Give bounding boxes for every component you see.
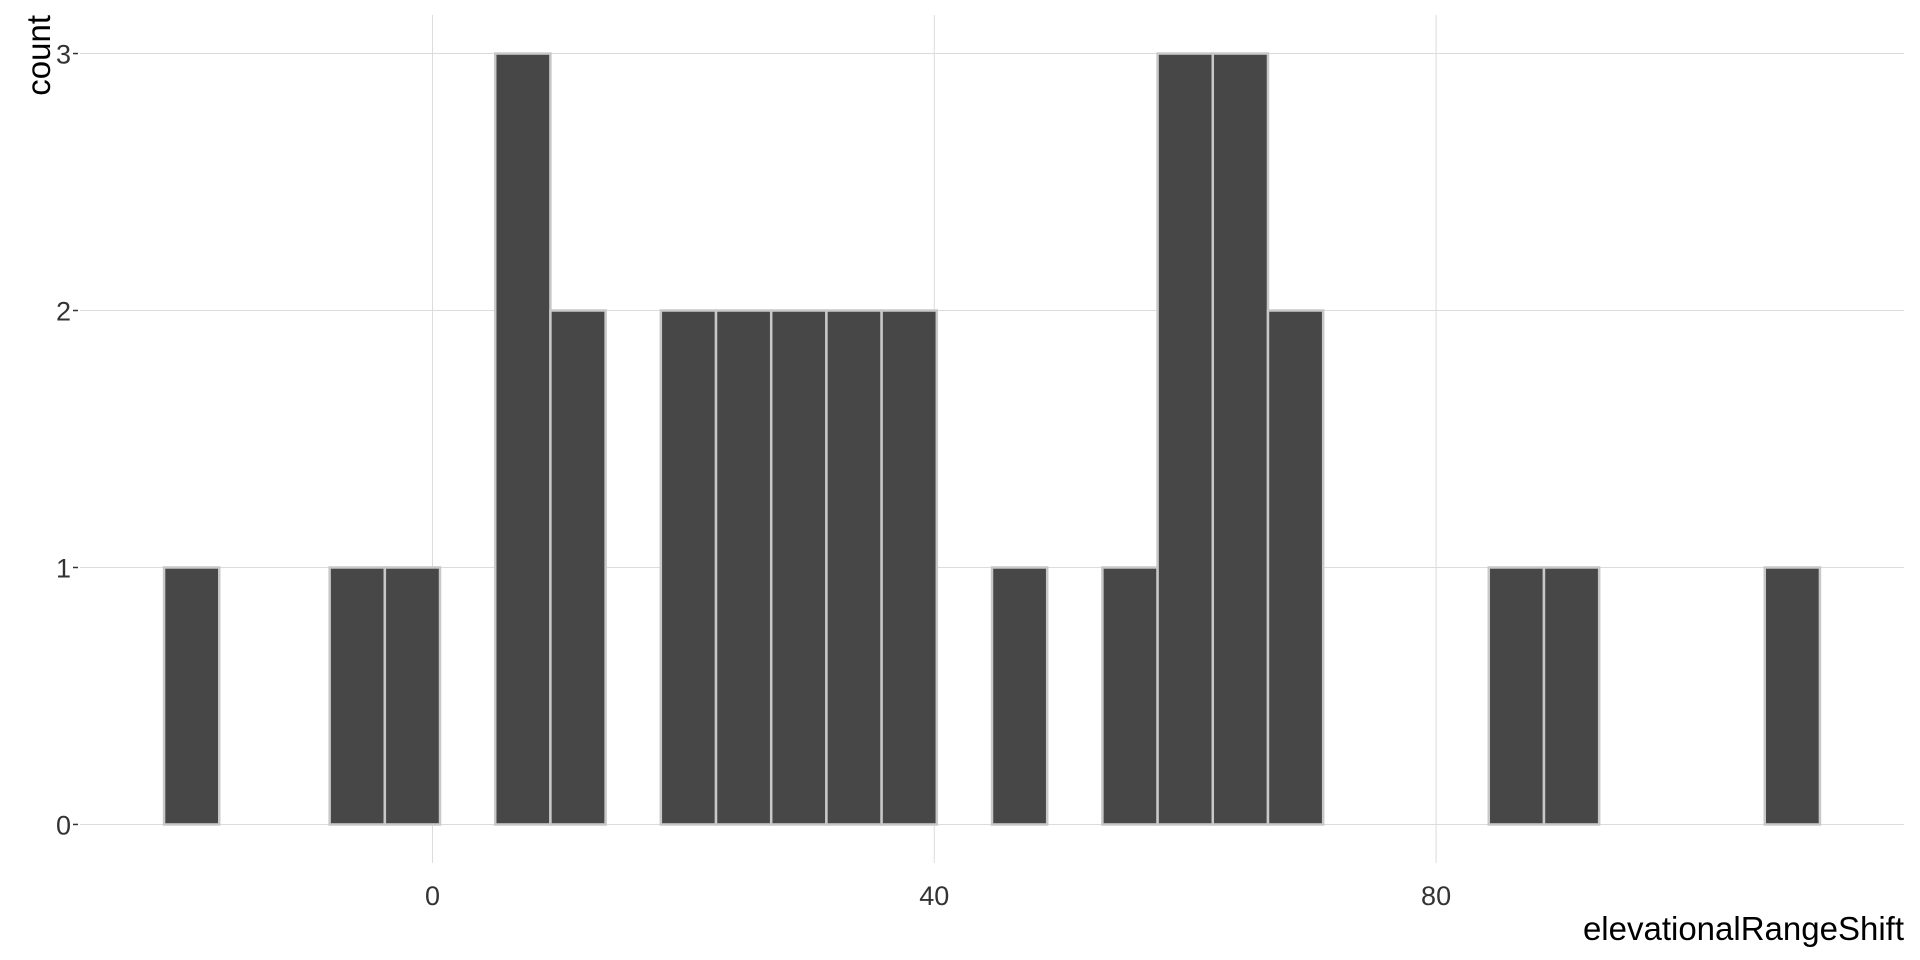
x-tick-label: 40 bbox=[919, 881, 949, 911]
x-tick-label: 0 bbox=[425, 881, 440, 911]
labels: 0 1 2 3 0 40 80 bbox=[56, 40, 1451, 911]
bar bbox=[1487, 566, 1546, 826]
y-tick-label: 2 bbox=[56, 297, 71, 327]
bar bbox=[1542, 566, 1601, 826]
x-axis-title: elevationalRangeShift bbox=[1583, 910, 1904, 947]
bar bbox=[714, 309, 773, 826]
bar bbox=[493, 52, 552, 826]
bar bbox=[1266, 309, 1325, 826]
bar bbox=[659, 309, 718, 826]
y-tick-label: 3 bbox=[56, 40, 71, 70]
bar bbox=[383, 566, 442, 826]
x-tick-label: 80 bbox=[1421, 881, 1451, 911]
y-tick-label: 1 bbox=[56, 553, 71, 583]
bar bbox=[1101, 566, 1159, 826]
bar bbox=[549, 309, 607, 826]
bar bbox=[1156, 52, 1215, 826]
bar bbox=[162, 566, 221, 826]
bar bbox=[825, 309, 883, 826]
y-axis-title: count bbox=[20, 15, 57, 96]
y-tick-label: 0 bbox=[56, 810, 71, 840]
bar bbox=[1211, 52, 1270, 826]
bar bbox=[328, 566, 387, 826]
bar bbox=[1763, 566, 1822, 826]
bar bbox=[990, 566, 1049, 826]
bar bbox=[769, 309, 828, 826]
bar bbox=[880, 309, 939, 826]
bars bbox=[162, 52, 1822, 826]
